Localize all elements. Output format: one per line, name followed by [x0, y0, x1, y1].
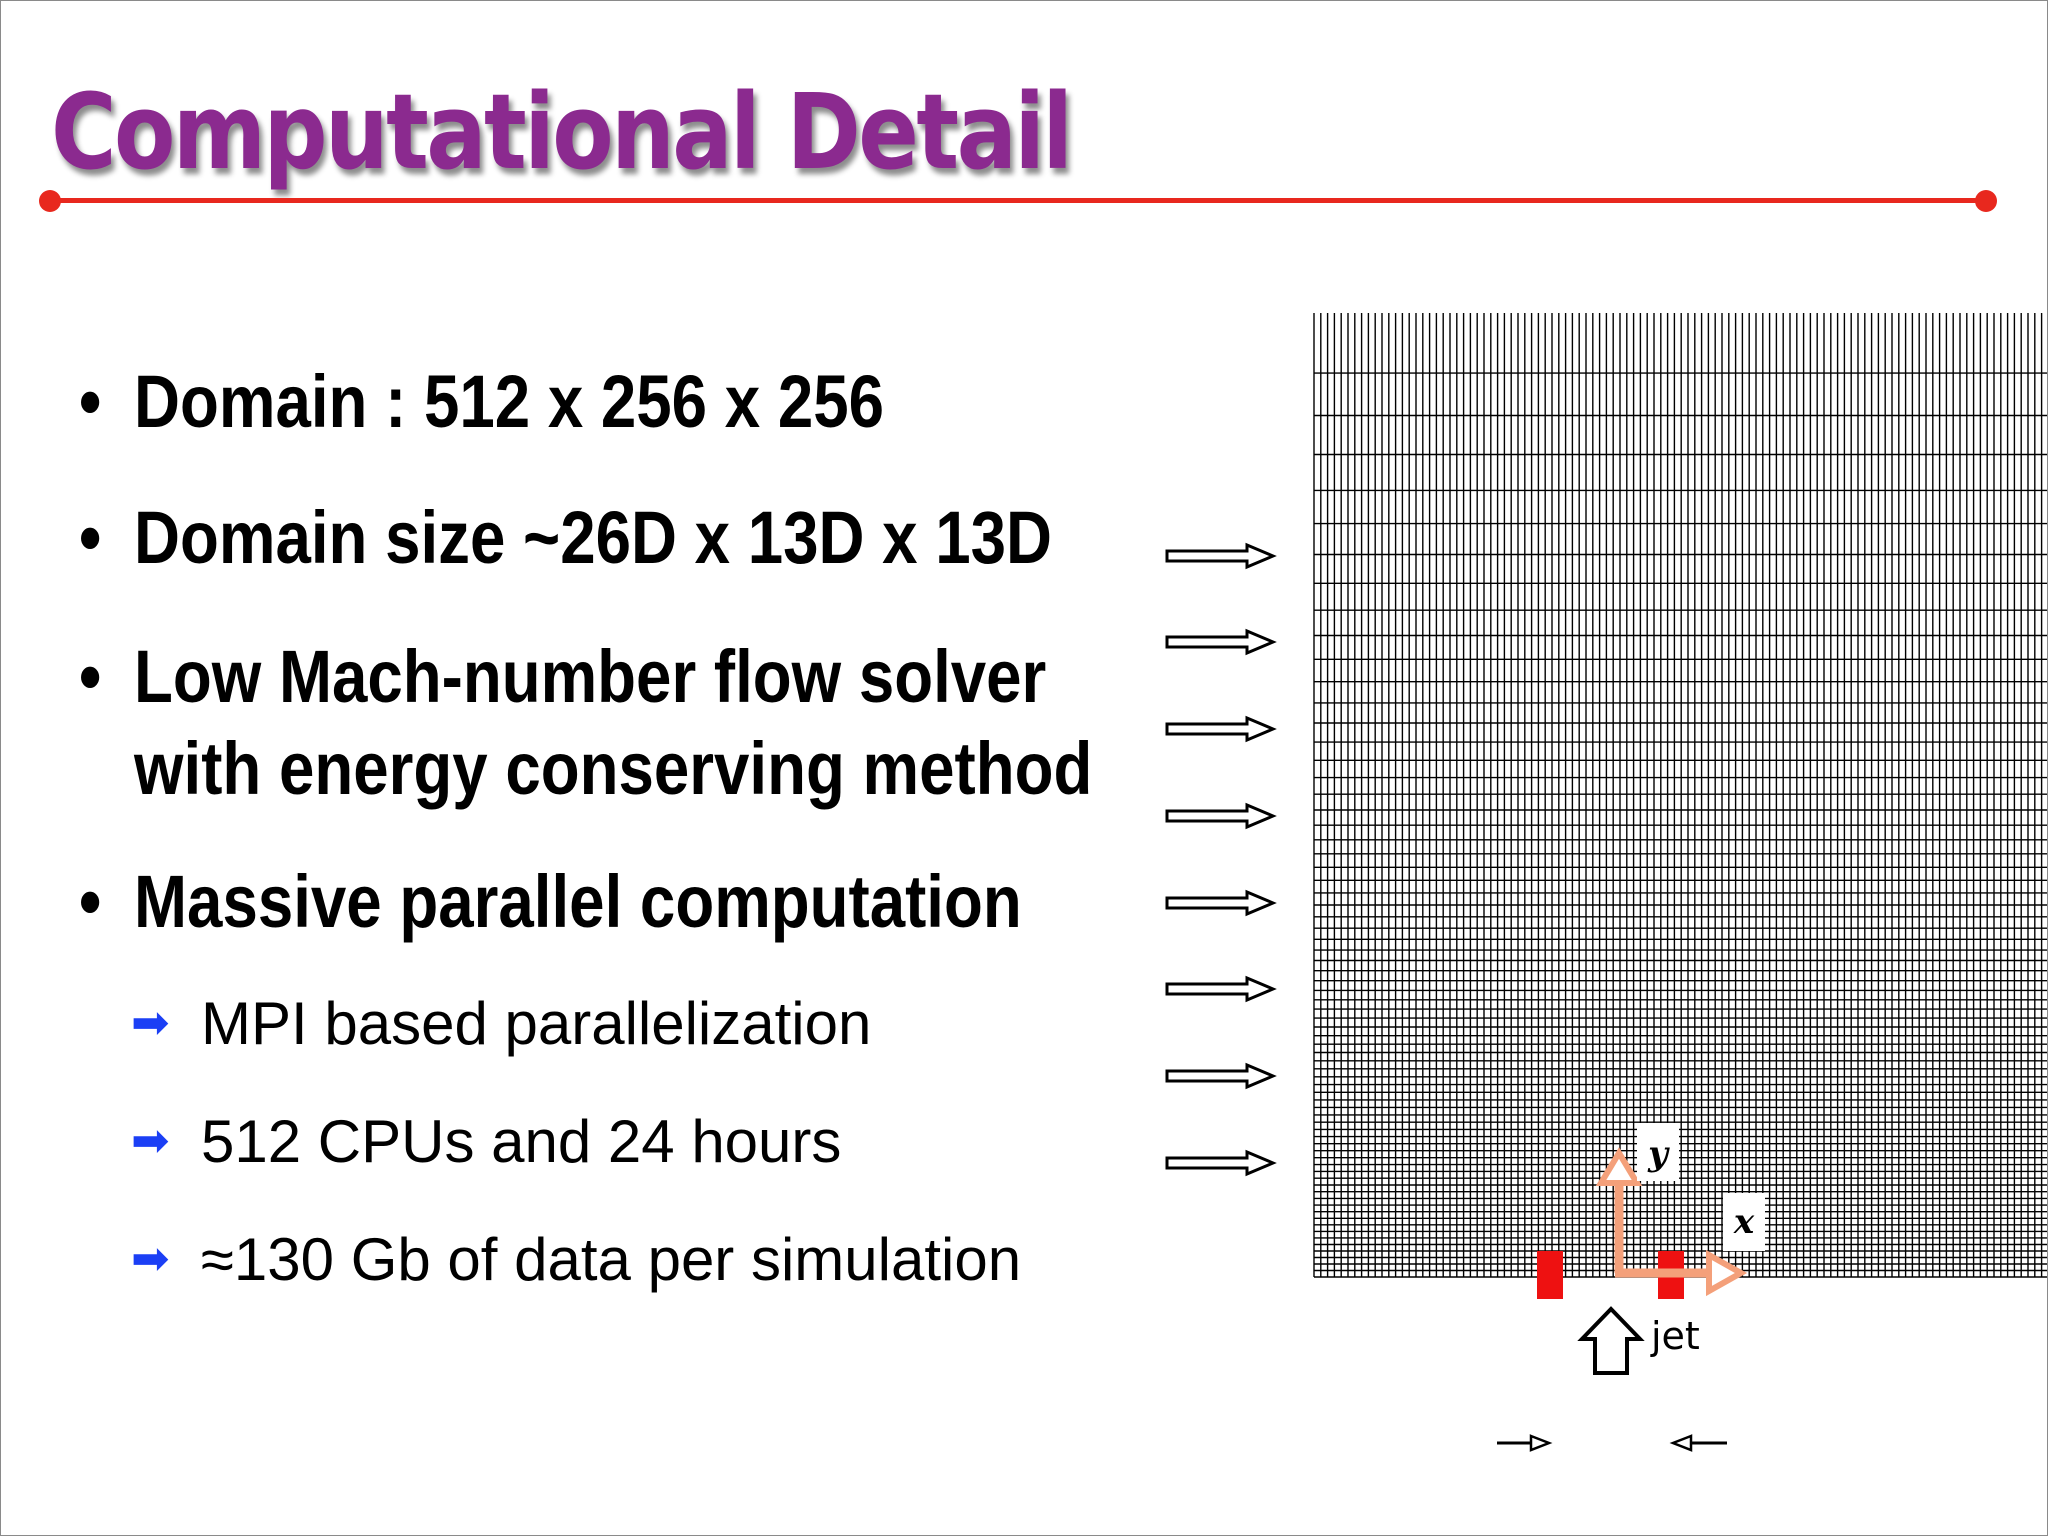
title-underline: [49, 198, 1987, 203]
bullet-text: Domain : 512 x 256 x 256: [134, 360, 885, 443]
x-label-box: [1723, 1193, 1765, 1251]
sub-bullet-data: ➡ ≈130 Gb of data per simulation: [131, 1225, 1021, 1294]
inflow-arrow-icon: [1165, 1149, 1277, 1177]
bullet-dot-icon: •: [79, 360, 102, 443]
right-arrow-icon: ➡: [131, 1232, 170, 1284]
jet-inflow-arrow-icon: [1577, 1306, 1645, 1375]
inflow-arrow-icon: [1165, 802, 1277, 830]
y-label-box: [1637, 1123, 1679, 1181]
right-arrow-icon: ➡: [131, 1114, 170, 1166]
jet-width-indicator-left: [1497, 1434, 1553, 1452]
sub-bullet-mpi: ➡ MPI based parallelization: [131, 989, 871, 1058]
sub-bullet-text: 512 CPUs and 24 hours: [201, 1108, 842, 1175]
inflow-arrow-icon: [1165, 889, 1277, 917]
bullet-dot-icon: •: [79, 496, 102, 579]
slide-title: Computational Detail: [51, 71, 1073, 193]
right-arrow-icon: ➡: [131, 996, 170, 1048]
inflow-arrow-icon: [1165, 1062, 1277, 1090]
stretched-mesh-grid: [1313, 313, 2047, 1278]
underline-end-dot-right: [1975, 190, 1997, 212]
jet-label: jet: [1650, 1314, 1700, 1358]
sub-bullet-text: MPI based parallelization: [201, 990, 872, 1057]
bullet-text: Massive parallel computation: [134, 860, 1022, 943]
underline-end-dot-left: [39, 190, 61, 212]
bullet-domain-size: • Domain size ~26D x 13D x 13D: [79, 495, 1052, 580]
bullet-text-continued: with energy conserving method: [134, 727, 1093, 810]
bullet-dot-icon: •: [79, 635, 102, 718]
x-axis-label: x: [1733, 1202, 1755, 1242]
jet-block-left: [1537, 1251, 1563, 1299]
bullet-parallel: • Massive parallel computation: [79, 859, 1022, 944]
bullet-text: Domain size ~26D x 13D x 13D: [134, 496, 1052, 579]
sub-bullet-text: ≈130 Gb of data per simulation: [201, 1226, 1022, 1293]
bullet-solver: • Low Mach-number flow solver with energy…: [79, 631, 1092, 815]
jet-width-indicator-right: [1669, 1434, 1727, 1452]
sub-bullet-cpus: ➡ 512 CPUs and 24 hours: [131, 1107, 841, 1176]
inflow-arrow-icon: [1165, 542, 1277, 570]
inflow-arrow-icon: [1165, 975, 1277, 1003]
bullet-text: Low Mach-number flow solver: [134, 635, 1047, 718]
inflow-arrow-icon: [1165, 628, 1277, 656]
bullet-domain: • Domain : 512 x 256 x 256: [79, 359, 884, 444]
coordinate-axes: [1595, 1147, 1748, 1297]
inflow-arrows: [1165, 542, 1277, 1177]
bullet-dot-icon: •: [79, 860, 102, 943]
inflow-arrow-icon: [1165, 715, 1277, 743]
y-axis-label: y: [1647, 1134, 1670, 1174]
